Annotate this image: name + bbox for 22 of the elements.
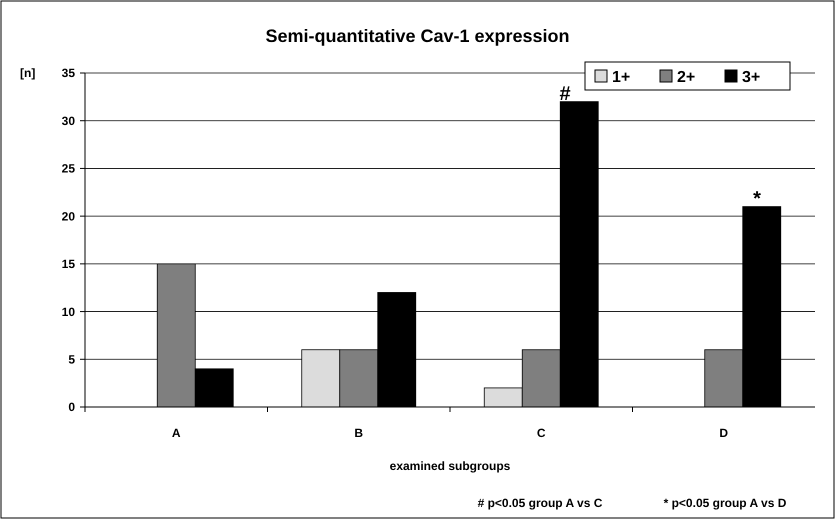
y-tick-label: 20 [62,209,76,224]
legend-label: 3+ [742,69,760,86]
y-tick-label: 30 [62,114,76,128]
x-tick-label: A [172,426,181,440]
text: * p<0.05 group A vs D [664,496,787,510]
y-tick-label: 10 [62,304,76,319]
legend-label: 1+ [612,69,630,86]
x-tick-label: B [354,426,364,440]
y-tick-label: 35 [62,66,76,80]
annotation: * [753,188,762,210]
y-tick-label: 0 [68,400,76,414]
chart-title: Semi-quantitative Cav-1 expression [265,26,570,46]
legend-label: 2+ [677,69,696,86]
text: # p<0.05 group A vs C [478,496,603,510]
y-tick-label: 25 [62,162,76,176]
x-tick-label: D [719,426,728,440]
y-axis-title: [n] [20,66,36,80]
y-tick-label: 15 [62,257,76,272]
y-tick-label: 5 [68,352,76,366]
annotation: # [559,83,571,105]
x-axis-title: examined subgroups [390,459,511,473]
x-tick-label: C [536,426,546,440]
